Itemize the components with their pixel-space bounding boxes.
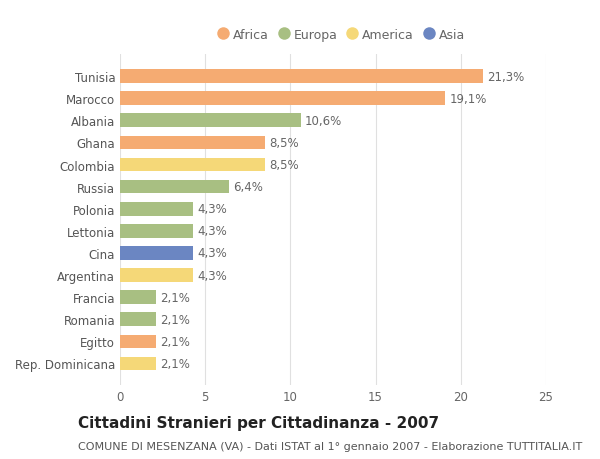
Bar bbox=[120, 70, 483, 84]
Text: 10,6%: 10,6% bbox=[305, 115, 342, 128]
Legend: Africa, Europa, America, Asia: Africa, Europa, America, Asia bbox=[214, 25, 469, 45]
Bar bbox=[120, 180, 229, 194]
Bar bbox=[120, 269, 193, 282]
Text: 8,5%: 8,5% bbox=[269, 159, 299, 172]
Text: 2,1%: 2,1% bbox=[160, 313, 190, 326]
Bar bbox=[120, 291, 156, 304]
Bar bbox=[120, 158, 265, 172]
Text: 4,3%: 4,3% bbox=[197, 225, 227, 238]
Bar bbox=[120, 313, 156, 326]
Text: 19,1%: 19,1% bbox=[450, 93, 487, 106]
Text: COMUNE DI MESENZANA (VA) - Dati ISTAT al 1° gennaio 2007 - Elaborazione TUTTITAL: COMUNE DI MESENZANA (VA) - Dati ISTAT al… bbox=[78, 441, 582, 451]
Text: 4,3%: 4,3% bbox=[197, 203, 227, 216]
Text: 2,1%: 2,1% bbox=[160, 291, 190, 304]
Bar bbox=[120, 202, 193, 216]
Text: 8,5%: 8,5% bbox=[269, 137, 299, 150]
Bar bbox=[120, 335, 156, 348]
Bar bbox=[120, 246, 193, 260]
Bar bbox=[120, 357, 156, 370]
Text: 6,4%: 6,4% bbox=[233, 181, 263, 194]
Text: Cittadini Stranieri per Cittadinanza - 2007: Cittadini Stranieri per Cittadinanza - 2… bbox=[78, 415, 439, 431]
Text: 4,3%: 4,3% bbox=[197, 247, 227, 260]
Text: 4,3%: 4,3% bbox=[197, 269, 227, 282]
Bar bbox=[120, 114, 301, 128]
Text: 21,3%: 21,3% bbox=[487, 70, 524, 84]
Bar bbox=[120, 136, 265, 150]
Bar bbox=[120, 224, 193, 238]
Text: 2,1%: 2,1% bbox=[160, 335, 190, 348]
Text: 2,1%: 2,1% bbox=[160, 357, 190, 370]
Bar bbox=[120, 92, 445, 106]
